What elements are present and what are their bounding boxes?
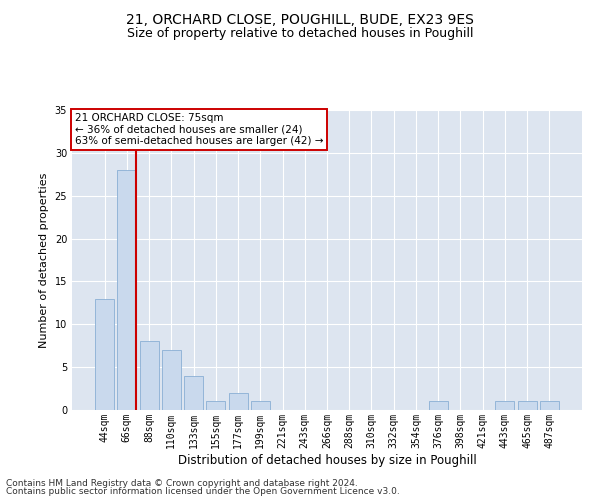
Bar [184,376,203,410]
Bar [429,402,448,410]
Bar [140,342,158,410]
Text: 21 ORCHARD CLOSE: 75sqm
← 36% of detached houses are smaller (24)
63% of semi-de: 21 ORCHARD CLOSE: 75sqm ← 36% of detache… [74,113,323,146]
Text: 21, ORCHARD CLOSE, POUGHILL, BUDE, EX23 9ES: 21, ORCHARD CLOSE, POUGHILL, BUDE, EX23 … [126,12,474,26]
Bar [518,402,536,410]
Bar [95,298,114,410]
Bar [496,402,514,410]
Bar [540,402,559,410]
X-axis label: Distribution of detached houses by size in Poughill: Distribution of detached houses by size … [178,454,476,466]
Text: Size of property relative to detached houses in Poughill: Size of property relative to detached ho… [127,28,473,40]
Bar [118,170,136,410]
Text: Contains public sector information licensed under the Open Government Licence v3: Contains public sector information licen… [6,487,400,496]
Bar [206,402,225,410]
Text: Contains HM Land Registry data © Crown copyright and database right 2024.: Contains HM Land Registry data © Crown c… [6,478,358,488]
Y-axis label: Number of detached properties: Number of detached properties [39,172,49,348]
Bar [162,350,181,410]
Bar [229,393,248,410]
Bar [251,402,270,410]
